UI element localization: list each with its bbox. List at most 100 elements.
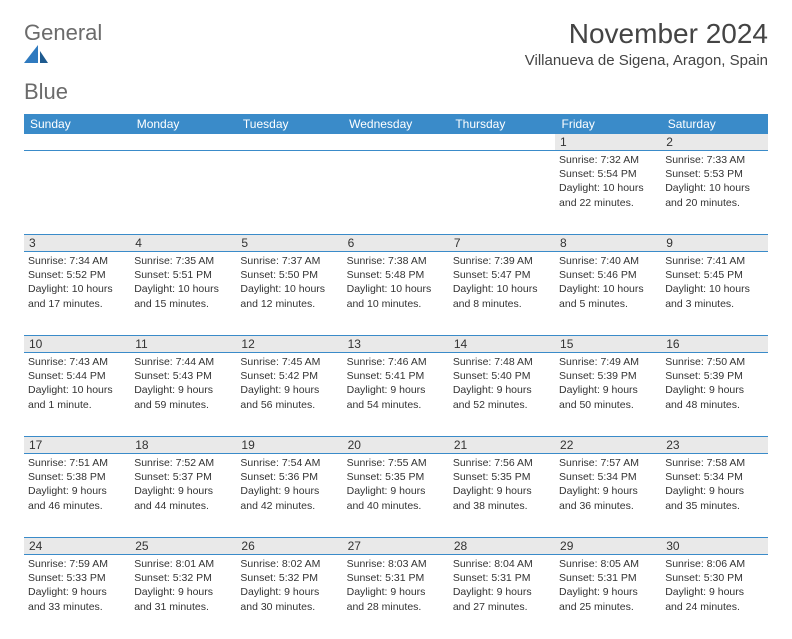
day-detail: Sunrise: 7:49 AMSunset: 5:39 PMDaylight:… [559, 355, 657, 412]
day-cell [449, 151, 555, 235]
day-cell: Sunrise: 7:37 AMSunset: 5:50 PMDaylight:… [236, 252, 342, 336]
logo-text-blue: Blue [24, 79, 68, 104]
sunset-label: Sunset: 5:34 PM [665, 470, 763, 484]
day-detail: Sunrise: 7:55 AMSunset: 5:35 PMDaylight:… [347, 456, 445, 513]
day-detail: Sunrise: 8:05 AMSunset: 5:31 PMDaylight:… [559, 557, 657, 614]
day-number: 7 [449, 235, 555, 252]
day-detail: Sunrise: 7:44 AMSunset: 5:43 PMDaylight:… [134, 355, 232, 412]
day2-label: and 59 minutes. [134, 398, 232, 412]
location-label: Villanueva de Sigena, Aragon, Spain [525, 52, 768, 69]
sunrise-label: Sunrise: 7:32 AM [559, 153, 657, 167]
logo: General Blue [24, 18, 102, 104]
day-detail: Sunrise: 7:35 AMSunset: 5:51 PMDaylight:… [134, 254, 232, 311]
day2-label: and 42 minutes. [240, 499, 338, 513]
day2-label: and 15 minutes. [134, 297, 232, 311]
day1-label: Daylight: 9 hours [559, 383, 657, 397]
col-friday: Friday [555, 114, 661, 134]
day-number: 10 [24, 336, 130, 353]
day1-label: Daylight: 9 hours [347, 585, 445, 599]
col-sunday: Sunday [24, 114, 130, 134]
day-number: 21 [449, 437, 555, 454]
sunset-label: Sunset: 5:33 PM [28, 571, 126, 585]
sunrise-label: Sunrise: 7:59 AM [28, 557, 126, 571]
day2-label: and 56 minutes. [240, 398, 338, 412]
day-detail: Sunrise: 7:43 AMSunset: 5:44 PMDaylight:… [28, 355, 126, 412]
day-number: 22 [555, 437, 661, 454]
sunrise-label: Sunrise: 8:02 AM [240, 557, 338, 571]
sail-icon [24, 45, 102, 63]
day-detail: Sunrise: 8:01 AMSunset: 5:32 PMDaylight:… [134, 557, 232, 614]
day-detail: Sunrise: 7:59 AMSunset: 5:33 PMDaylight:… [28, 557, 126, 614]
week-row: Sunrise: 7:32 AMSunset: 5:54 PMDaylight:… [24, 151, 768, 235]
day2-label: and 1 minute. [28, 398, 126, 412]
sunrise-label: Sunrise: 7:37 AM [240, 254, 338, 268]
day1-label: Daylight: 10 hours [559, 181, 657, 195]
day2-label: and 46 minutes. [28, 499, 126, 513]
day-cell: Sunrise: 7:34 AMSunset: 5:52 PMDaylight:… [24, 252, 130, 336]
week-row: Sunrise: 7:43 AMSunset: 5:44 PMDaylight:… [24, 353, 768, 437]
day-cell: Sunrise: 7:52 AMSunset: 5:37 PMDaylight:… [130, 454, 236, 538]
day2-label: and 44 minutes. [134, 499, 232, 513]
day-detail: Sunrise: 7:37 AMSunset: 5:50 PMDaylight:… [240, 254, 338, 311]
day-detail: Sunrise: 7:58 AMSunset: 5:34 PMDaylight:… [665, 456, 763, 513]
day1-label: Daylight: 9 hours [240, 484, 338, 498]
sunset-label: Sunset: 5:54 PM [559, 167, 657, 181]
day-number: 19 [236, 437, 342, 454]
day-cell [130, 151, 236, 235]
day-detail: Sunrise: 7:39 AMSunset: 5:47 PMDaylight:… [453, 254, 551, 311]
day-detail: Sunrise: 7:34 AMSunset: 5:52 PMDaylight:… [28, 254, 126, 311]
day2-label: and 5 minutes. [559, 297, 657, 311]
day-detail: Sunrise: 8:02 AMSunset: 5:32 PMDaylight:… [240, 557, 338, 614]
day-number [236, 134, 342, 151]
sunrise-label: Sunrise: 7:38 AM [347, 254, 445, 268]
day-cell: Sunrise: 8:03 AMSunset: 5:31 PMDaylight:… [343, 555, 449, 639]
day-number: 29 [555, 538, 661, 555]
day-number: 26 [236, 538, 342, 555]
day1-label: Daylight: 10 hours [28, 383, 126, 397]
sunrise-label: Sunrise: 7:49 AM [559, 355, 657, 369]
day1-label: Daylight: 9 hours [240, 383, 338, 397]
week-row: Sunrise: 7:34 AMSunset: 5:52 PMDaylight:… [24, 252, 768, 336]
col-tuesday: Tuesday [236, 114, 342, 134]
sunrise-label: Sunrise: 8:04 AM [453, 557, 551, 571]
day-number: 6 [343, 235, 449, 252]
day-detail: Sunrise: 8:04 AMSunset: 5:31 PMDaylight:… [453, 557, 551, 614]
sunrise-label: Sunrise: 7:41 AM [665, 254, 763, 268]
sunset-label: Sunset: 5:35 PM [347, 470, 445, 484]
day-cell: Sunrise: 7:45 AMSunset: 5:42 PMDaylight:… [236, 353, 342, 437]
day-number: 12 [236, 336, 342, 353]
sunrise-label: Sunrise: 8:01 AM [134, 557, 232, 571]
day1-label: Daylight: 9 hours [453, 484, 551, 498]
sunrise-label: Sunrise: 7:44 AM [134, 355, 232, 369]
day-number: 5 [236, 235, 342, 252]
day-cell: Sunrise: 7:49 AMSunset: 5:39 PMDaylight:… [555, 353, 661, 437]
day-detail: Sunrise: 7:51 AMSunset: 5:38 PMDaylight:… [28, 456, 126, 513]
logo-text-general: General [24, 20, 102, 45]
day-detail: Sunrise: 7:48 AMSunset: 5:40 PMDaylight:… [453, 355, 551, 412]
day-number: 11 [130, 336, 236, 353]
sunset-label: Sunset: 5:50 PM [240, 268, 338, 282]
day-number: 24 [24, 538, 130, 555]
sunrise-label: Sunrise: 7:57 AM [559, 456, 657, 470]
day-cell: Sunrise: 7:55 AMSunset: 5:35 PMDaylight:… [343, 454, 449, 538]
day-cell: Sunrise: 8:02 AMSunset: 5:32 PMDaylight:… [236, 555, 342, 639]
day2-label: and 22 minutes. [559, 196, 657, 210]
sunset-label: Sunset: 5:36 PM [240, 470, 338, 484]
day-detail: Sunrise: 8:06 AMSunset: 5:30 PMDaylight:… [665, 557, 763, 614]
sunset-label: Sunset: 5:30 PM [665, 571, 763, 585]
day1-label: Daylight: 10 hours [134, 282, 232, 296]
page-title: November 2024 [525, 18, 768, 50]
day1-label: Daylight: 9 hours [134, 484, 232, 498]
sunset-label: Sunset: 5:45 PM [665, 268, 763, 282]
sunset-label: Sunset: 5:39 PM [559, 369, 657, 383]
title-block: November 2024 Villanueva de Sigena, Arag… [525, 18, 768, 71]
day-header-row: Sunday Monday Tuesday Wednesday Thursday… [24, 114, 768, 134]
day-number: 15 [555, 336, 661, 353]
day2-label: and 38 minutes. [453, 499, 551, 513]
day-number: 2 [661, 134, 767, 151]
sunset-label: Sunset: 5:46 PM [559, 268, 657, 282]
sunrise-label: Sunrise: 7:50 AM [665, 355, 763, 369]
sunrise-label: Sunrise: 7:39 AM [453, 254, 551, 268]
day-number: 14 [449, 336, 555, 353]
day-number [343, 134, 449, 151]
